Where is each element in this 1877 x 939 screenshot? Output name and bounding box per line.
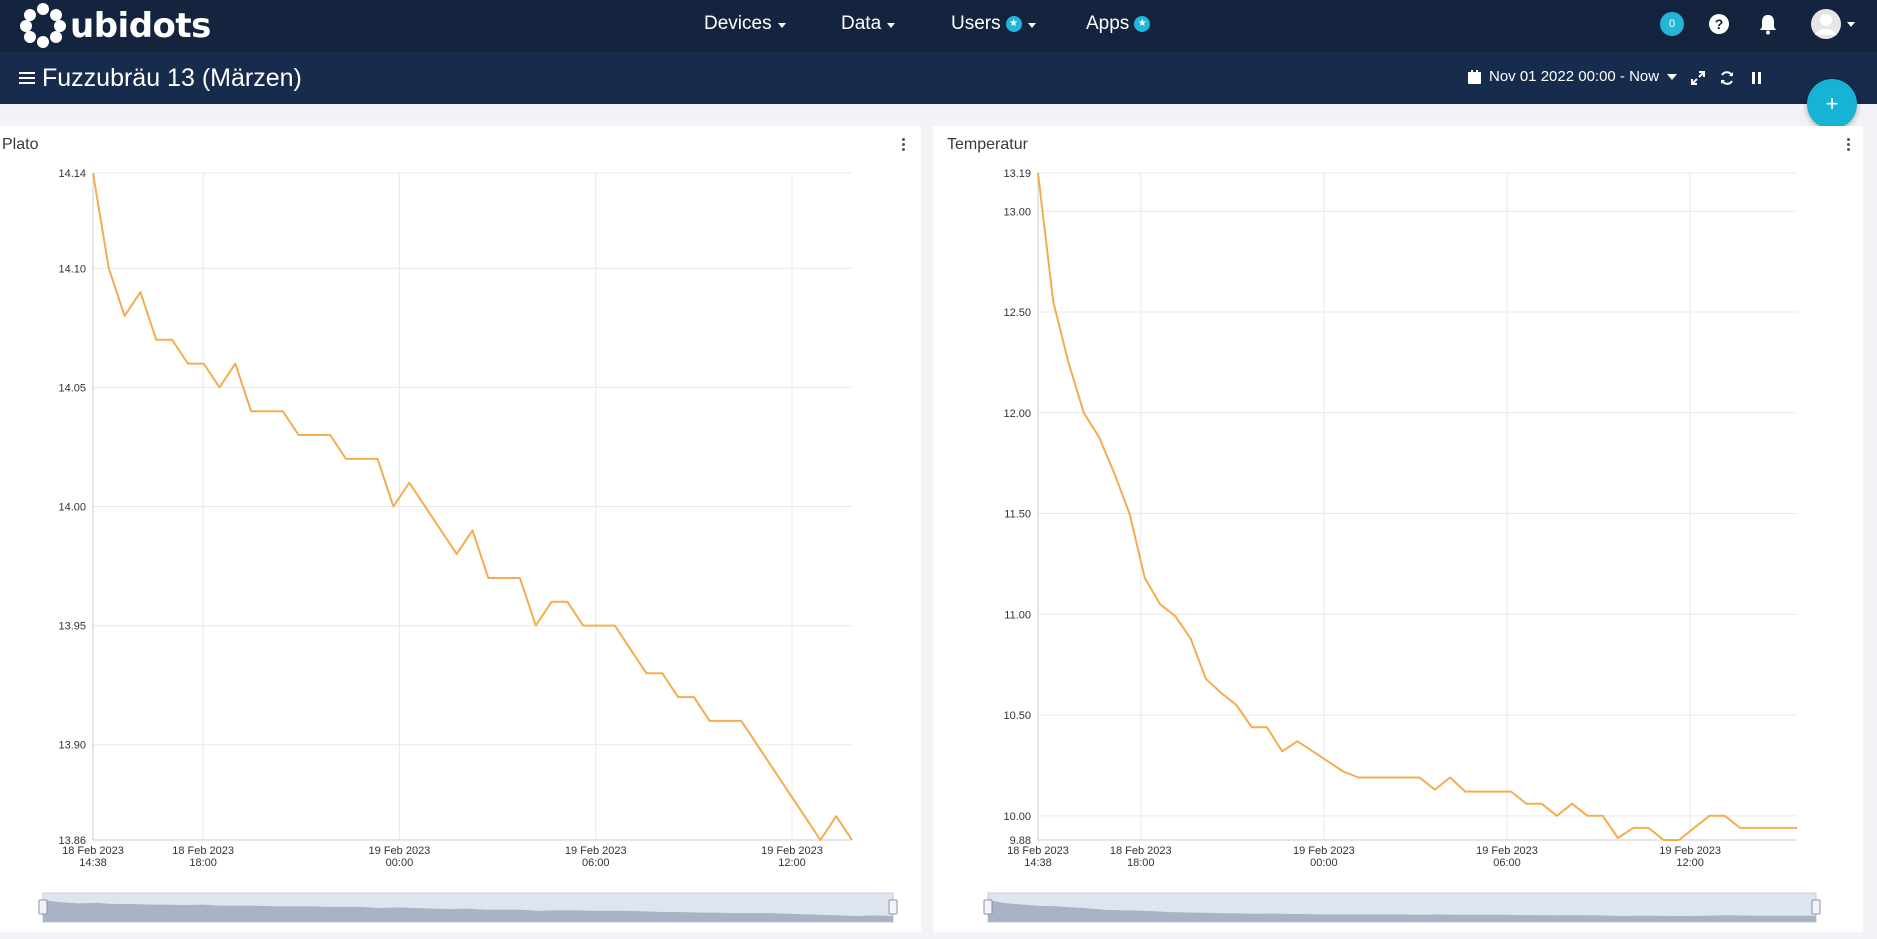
- dashboard-title[interactable]: Fuzzubräu 13 (Märzen): [42, 64, 302, 92]
- nav-apps[interactable]: Apps ★: [1086, 0, 1151, 48]
- ubidots-logo[interactable]: ubidots: [20, 3, 211, 49]
- y-tick-label: 9.88: [1010, 835, 1031, 847]
- x-tick-label: 14:38: [1024, 857, 1052, 869]
- widget-title: Plato: [2, 136, 39, 153]
- x-tick-label: 18 Feb 2023: [1007, 845, 1069, 857]
- y-tick-label: 14.14: [58, 168, 86, 180]
- y-tick-label: 14.10: [58, 263, 86, 275]
- y-tick-label: 13.86: [58, 835, 86, 847]
- widget-plato: Plato 14.14 14.10 14.05 14.00 13.95 13.90 13.8…: [0, 126, 921, 932]
- x-tick-label: 18:00: [189, 857, 217, 869]
- menu-icon[interactable]: [19, 72, 35, 84]
- x-tick-label: 12:00: [1676, 857, 1704, 869]
- x-tick-label: 19 Feb 2023: [761, 845, 823, 857]
- navigator-handle: [38, 899, 48, 915]
- nav-data[interactable]: Data: [841, 0, 896, 48]
- nav-users-label: Users: [951, 13, 1001, 34]
- x-tick-label: 18:00: [1127, 857, 1155, 869]
- navigator-handle: [1811, 899, 1821, 915]
- x-tick-label: 19 Feb 2023: [565, 845, 627, 857]
- x-tick-label: 00:00: [386, 857, 414, 869]
- user-avatar-icon: [1811, 9, 1841, 39]
- navigator-area: [988, 900, 1816, 922]
- date-range-picker[interactable]: Nov 01 2022 00:00 - Now: [1468, 68, 1678, 85]
- kebab-icon[interactable]: [1847, 138, 1851, 153]
- dashboard-header: Fuzzubräu 13 (Märzen) Nov 01 2022 00:00 …: [0, 52, 1877, 104]
- x-tick-label: 14:38: [79, 857, 107, 869]
- y-tick-label: 13.00: [1003, 206, 1031, 218]
- x-tick-label: 18 Feb 2023: [172, 845, 234, 857]
- y-tick-label: 11.50: [1004, 509, 1031, 521]
- brand-name: ubidots: [70, 6, 211, 46]
- x-tick-label: 18 Feb 2023: [62, 845, 124, 857]
- y-tick-label: 11.00: [1004, 609, 1031, 621]
- help-icon[interactable]: ?: [1707, 12, 1731, 36]
- y-tick-label: 13.95: [58, 621, 86, 633]
- bell-icon[interactable]: [1756, 12, 1780, 36]
- svg-text:?: ?: [1715, 16, 1724, 32]
- y-tick-label: 14.05: [58, 382, 86, 394]
- navigator-handle: [888, 899, 898, 915]
- date-range-label: Nov 01 2022 00:00 - Now: [1489, 68, 1660, 85]
- nav-devices[interactable]: Devices: [704, 0, 786, 48]
- chevron-down-icon: [777, 23, 786, 28]
- x-tick-label: 19 Feb 2023: [369, 845, 431, 857]
- widget-title: Temperatur: [947, 136, 1028, 153]
- y-tick-label: 13.19: [1003, 168, 1031, 180]
- expand-icon[interactable]: [1690, 70, 1706, 91]
- kebab-icon[interactable]: [902, 138, 906, 153]
- navigator-area: [43, 900, 893, 922]
- y-tick-label: 13.90: [58, 740, 86, 752]
- x-tick-label: 00:00: [1310, 857, 1338, 869]
- calendar-icon: [1468, 69, 1481, 84]
- notification-count-badge[interactable]: 0: [1660, 12, 1684, 36]
- y-tick-label: 12.00: [1003, 408, 1031, 420]
- series-line: [1037, 172, 1797, 841]
- y-tick-label: 14.00: [58, 502, 86, 514]
- notification-count: 0: [1660, 12, 1684, 36]
- logo-dots-icon: [20, 3, 66, 49]
- chevron-down-icon: [1667, 73, 1678, 80]
- nav-apps-label: Apps: [1086, 13, 1130, 34]
- series-line: [92, 172, 853, 841]
- pause-icon[interactable]: [1750, 71, 1764, 90]
- user-menu[interactable]: [1810, 9, 1856, 39]
- x-tick-label: 19 Feb 2023: [1293, 845, 1355, 857]
- x-tick-label: 19 Feb 2023: [1659, 845, 1721, 857]
- x-tick-label: 19 Feb 2023: [1476, 845, 1538, 857]
- chevron-down-icon: [1027, 23, 1036, 28]
- top-navbar: ubidots Devices Data Users ★ Apps ★ 0 ?: [0, 0, 1877, 52]
- star-badge-icon: ★: [1005, 16, 1022, 32]
- chevron-down-icon: [1847, 21, 1855, 27]
- x-tick-label: 12:00: [778, 857, 806, 869]
- widget-temperatur: Temperatur 13.19 13.00 12.50 12.00 11.50 11.0…: [933, 126, 1863, 932]
- y-tick-label: 12.50: [1003, 307, 1031, 319]
- navigator-handle: [983, 899, 993, 915]
- nav-users[interactable]: Users ★: [951, 0, 1036, 48]
- nav-data-label: Data: [841, 13, 882, 34]
- refresh-icon[interactable]: [1719, 70, 1735, 91]
- y-tick-label: 10.00: [1003, 811, 1031, 823]
- x-tick-label: 18 Feb 2023: [1110, 845, 1172, 857]
- temperatur-chart: 13.19 13.00 12.50 12.00 11.50 11.00 10.50 10.00…: [983, 168, 1821, 923]
- add-widget-button[interactable]: +: [1807, 79, 1857, 129]
- star-badge-icon: ★: [1134, 16, 1151, 32]
- y-tick-label: 10.50: [1003, 710, 1031, 722]
- x-tick-label: 06:00: [582, 857, 610, 869]
- chevron-down-icon: [887, 23, 896, 28]
- nav-devices-label: Devices: [704, 13, 772, 34]
- x-tick-label: 06:00: [1493, 857, 1521, 869]
